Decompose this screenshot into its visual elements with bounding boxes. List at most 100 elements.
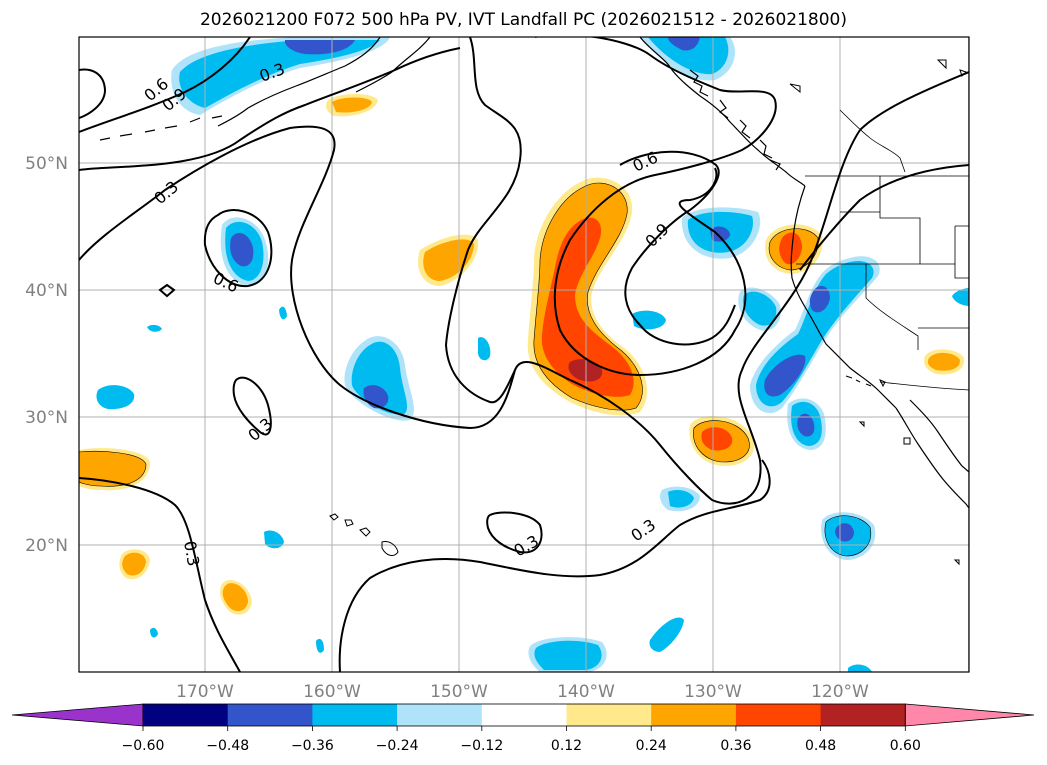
lon-label-160w: 160°W xyxy=(303,682,361,702)
contour-pv-03-south-center xyxy=(338,459,771,672)
island-hawaii-big xyxy=(381,541,399,556)
contour-label: 0.3 xyxy=(180,539,203,567)
lon-label-150w: 150°W xyxy=(430,682,488,702)
lat-label-30n: 30°N xyxy=(25,408,68,428)
colorbar-tick-label: 0.36 xyxy=(720,738,751,754)
coastline-gulf-california xyxy=(909,399,969,473)
pos-patch-west-27n-mid xyxy=(79,451,146,487)
island-guadalupe xyxy=(903,437,911,445)
political-borders xyxy=(796,109,969,391)
island-small-1 xyxy=(858,421,865,428)
lat-label-50n: 50°N xyxy=(25,154,68,174)
map-title: 2026021200 F072 500 hPa PV, IVT Landfall… xyxy=(199,10,847,30)
neg-patch-west-40n-dark xyxy=(230,233,254,267)
lat-label-20n: 20°N xyxy=(25,536,68,556)
neg-patch-california-dark2 xyxy=(764,354,806,397)
neg-patch-aleutian-mid xyxy=(179,40,380,108)
outline-west-27n xyxy=(79,451,147,487)
colorbar-ticks: −0.60 −0.48 −0.36 −0.24 −0.12 0.12 0.24 0.36 0.4… xyxy=(122,726,921,754)
colorbar-tick-label: −0.48 xyxy=(206,738,249,754)
neg-patch-small-5 xyxy=(264,530,284,549)
neg-patch-130w-42n-dark xyxy=(710,226,730,242)
contour-pv-small-diamond xyxy=(158,283,176,298)
border-ca-nv xyxy=(865,264,919,350)
coastlines xyxy=(99,37,969,672)
map-frame xyxy=(78,36,970,673)
neg-patch-aleutian-dark xyxy=(284,40,355,55)
coastline-baja xyxy=(895,407,969,509)
pos-patch-174w-18n-mid xyxy=(122,552,146,576)
graticule xyxy=(79,37,969,672)
contour-pv-06-loop-west xyxy=(203,209,273,288)
contour-pv-center-big xyxy=(444,37,522,404)
colorbar-extend-low xyxy=(11,703,144,727)
island-channel xyxy=(845,375,872,387)
lon-label-170w: 170°W xyxy=(176,682,234,702)
pos-patch-top-center-mid xyxy=(332,97,372,113)
contour-pv-06-central-loop xyxy=(535,37,777,377)
neg-patch-small-2 xyxy=(478,337,491,361)
colorbar-segment xyxy=(820,704,906,726)
colorbar: −0.60 −0.48 −0.36 −0.24 −0.12 0.12 0.24 0.36 0.4… xyxy=(11,703,1035,754)
pos-patch-116w-33n-mid xyxy=(927,352,960,371)
map-content: 0.3 0.6 0.9 0.3 0.6 0.3 0.6 0.9 0.3 0.3 … xyxy=(79,37,969,672)
coastline-alaska-bc xyxy=(639,37,806,187)
colorbar-tick-label: 0.12 xyxy=(551,738,582,754)
colorbar-segment xyxy=(227,704,313,726)
colorbar-segments xyxy=(11,703,1035,727)
contour-pv-09-inner xyxy=(619,150,736,346)
pos-patch-main-plume-dark xyxy=(541,217,634,397)
border-states-1 xyxy=(879,176,921,264)
colorbar-segment xyxy=(651,704,737,726)
colorbar-segment xyxy=(397,704,483,726)
island-socorro xyxy=(953,559,960,566)
contour-pv-06-north xyxy=(79,47,461,171)
longitude-labels: 170°W 160°W 150°W 140°W 130°W 120°W xyxy=(176,682,869,702)
colorbar-tick-label: −0.12 xyxy=(460,738,503,754)
island-hawaii-maui xyxy=(359,527,371,537)
outline-124w-42n xyxy=(768,228,819,271)
neg-patch-136w-14n xyxy=(649,617,684,652)
colorbar-segment xyxy=(481,704,567,726)
colorbar-segment xyxy=(735,704,822,726)
colorbar-tick-label: 0.48 xyxy=(805,738,836,754)
neg-patch-123w-30n-dark xyxy=(797,413,815,437)
island-hawaii-kauai xyxy=(329,513,339,521)
colorbar-tick-label: −0.60 xyxy=(122,738,165,754)
colorbar-frame xyxy=(142,703,906,727)
coastline-se-alaska-islands xyxy=(689,69,781,171)
neg-patch-gulf-alaska-dark xyxy=(668,37,700,51)
colorbar-tick-label: 0.60 xyxy=(890,738,921,754)
island-small-2 xyxy=(878,379,886,388)
colorbar-extend-high xyxy=(904,703,1035,727)
map-background xyxy=(79,37,969,672)
island-hawaii-oahu xyxy=(344,519,354,527)
contour-pv-03-south xyxy=(79,477,241,672)
negative-anomaly-patches xyxy=(96,37,969,672)
outline-main-plume xyxy=(533,182,643,411)
lat-label-40n: 40°N xyxy=(25,281,68,301)
neg-patch-118w-10n xyxy=(848,664,872,672)
neg-patch-small-3 xyxy=(147,324,162,332)
colorbar-tick-label: 0.24 xyxy=(636,738,667,754)
contour-pv-09-topleft xyxy=(79,68,107,119)
pos-patch-148w-42n-mid xyxy=(423,239,474,281)
outline-120w-20n xyxy=(824,515,872,557)
border-nw-box xyxy=(954,225,969,279)
lon-label-140w: 140°W xyxy=(557,682,615,702)
neg-patch-small-6 xyxy=(150,627,158,638)
contour-pv-06-southeast xyxy=(799,164,969,271)
lon-label-120w: 120°W xyxy=(811,682,869,702)
colorbar-tick-label: −0.24 xyxy=(376,738,419,754)
contour-pv-06-top-left xyxy=(79,37,251,133)
neg-patch-small-1 xyxy=(96,385,135,410)
coastline-us-west xyxy=(790,185,897,409)
colorbar-segment xyxy=(566,704,652,726)
neg-patch-east-edge xyxy=(952,288,969,306)
neg-patch-small-4 xyxy=(279,306,287,320)
pos-patch-130w-28n-dark xyxy=(701,427,733,451)
neg-patch-small-7 xyxy=(316,638,324,653)
coastline-aleutians xyxy=(99,115,223,141)
pos-patch-167w-15n-mid xyxy=(222,583,248,612)
